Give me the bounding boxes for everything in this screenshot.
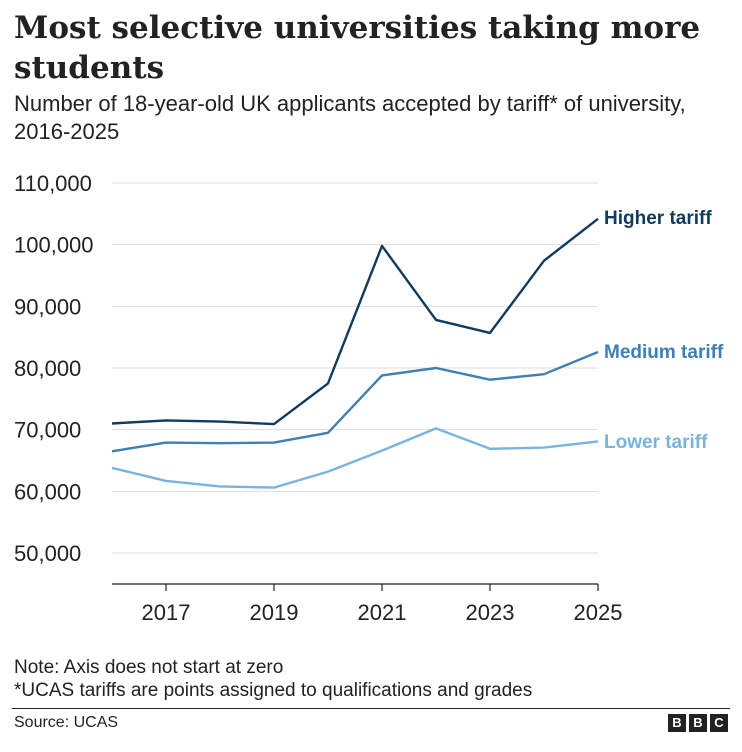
- x-tick-label: 2019: [250, 600, 299, 625]
- bbc-logo: B B C: [668, 714, 728, 732]
- footer-rule: [12, 708, 730, 709]
- bbc-logo-letter: B: [689, 714, 707, 732]
- higher-tariff-label: Higher tariff: [604, 208, 712, 229]
- y-tick-label: 110,000: [14, 171, 92, 196]
- x-tick-label: 2017: [142, 600, 191, 625]
- y-tick-label: 50,000: [14, 541, 81, 566]
- y-tick-label: 90,000: [14, 294, 81, 319]
- chart-subtitle: Number of 18-year-old UK applicants acce…: [14, 91, 686, 144]
- x-tick-label: 2021: [358, 600, 407, 625]
- axis-note: Note: Axis does not start at zero: [14, 657, 284, 678]
- y-tick-label: 80,000: [14, 356, 81, 381]
- chart-title: Most selective universities taking more …: [14, 10, 701, 86]
- y-tick-label: 100,000: [14, 233, 94, 258]
- lower-tariff-line: [111, 427, 599, 489]
- bbc-logo-letter: C: [710, 714, 728, 732]
- medium-tariff-line: [111, 350, 599, 453]
- line-chart: 50,000 60,000 70,000 80,000 90,000 100,000 110…: [14, 171, 724, 625]
- source-text: Source: UCAS: [14, 714, 119, 731]
- medium-tariff-label: Medium tariff: [604, 342, 724, 363]
- bbc-logo-letter: B: [668, 714, 686, 732]
- y-tick-label: 70,000: [14, 418, 81, 443]
- lower-tariff-label: Lower tariff: [604, 432, 708, 453]
- x-tick-label: 2025: [574, 600, 623, 625]
- tariff-footnote: *UCAS tariffs are points assigned to qua…: [14, 680, 533, 701]
- x-tick-label: 2023: [466, 600, 515, 625]
- higher-tariff-line: [111, 217, 599, 426]
- y-tick-label: 60,000: [14, 479, 81, 504]
